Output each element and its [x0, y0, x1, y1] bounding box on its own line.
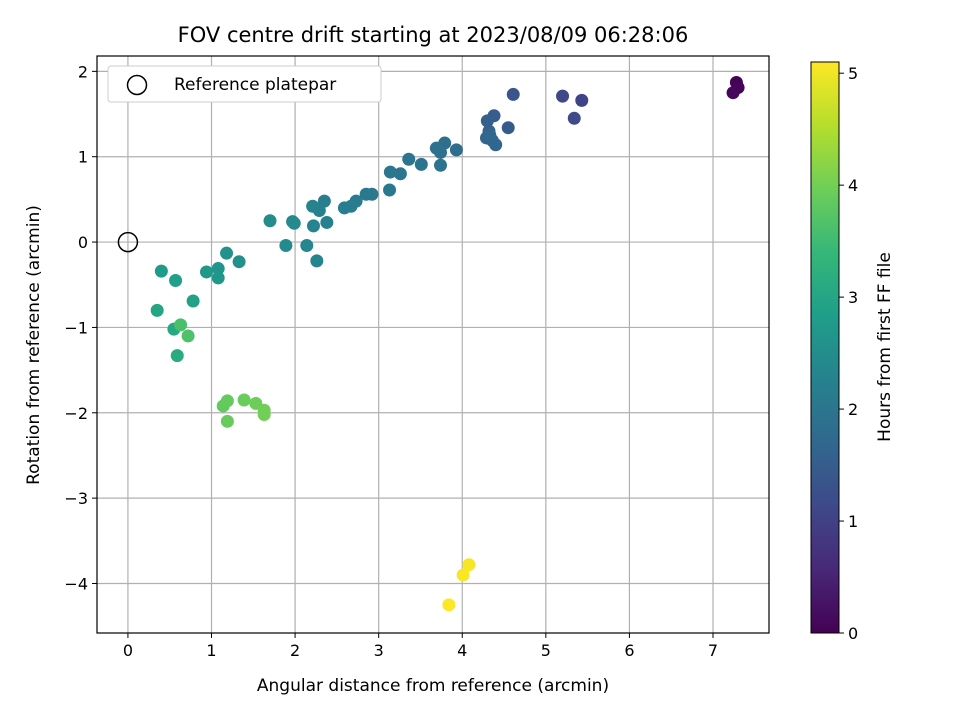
data-point	[726, 86, 740, 100]
data-point	[263, 214, 277, 228]
data-point	[383, 183, 397, 197]
data-point	[320, 215, 334, 229]
colorbar-tick-label: 3	[848, 288, 858, 307]
data-point	[220, 394, 234, 408]
data-point	[449, 143, 463, 157]
data-point	[237, 393, 251, 407]
data-point	[154, 264, 168, 278]
data-point	[556, 89, 570, 103]
data-point	[483, 128, 497, 142]
chart-title: FOV centre drift starting at 2023/08/09 …	[178, 23, 689, 47]
data-point	[211, 271, 225, 285]
data-point	[220, 246, 234, 260]
data-point	[306, 219, 320, 233]
grid	[97, 56, 769, 633]
data-point	[456, 568, 470, 582]
data-points	[150, 75, 745, 612]
legend-label: Reference platepar	[174, 75, 336, 95]
data-point	[170, 349, 184, 363]
data-point	[174, 318, 188, 332]
data-point	[414, 157, 428, 171]
legend-marker-open-circle	[126, 74, 148, 96]
x-tick-label: 5	[541, 641, 551, 660]
colorbar-tick-label: 1	[848, 512, 858, 531]
data-point	[434, 145, 448, 159]
x-tick-label: 2	[290, 641, 300, 660]
reference-platepar-marker	[117, 231, 139, 253]
x-tick-label: 1	[206, 641, 216, 660]
data-point	[359, 187, 373, 201]
data-point	[442, 598, 456, 612]
y-tick-label: −3	[64, 489, 88, 508]
legend: Reference platepar	[107, 65, 382, 103]
colorbar-tick-label: 4	[848, 176, 858, 195]
y-tick-label: −1	[64, 318, 88, 337]
colorbar	[811, 62, 839, 633]
data-point	[480, 114, 494, 128]
colorbar-tick-label: 2	[848, 400, 858, 419]
x-tick-label: 4	[457, 641, 467, 660]
colorbar-tick-label: 5	[848, 64, 858, 83]
colorbar-frame	[810, 61, 840, 634]
data-point	[306, 199, 320, 213]
y-tick-label: 1	[78, 148, 88, 167]
x-tick-label: 6	[624, 641, 634, 660]
data-point	[501, 121, 515, 135]
data-point	[567, 111, 581, 125]
colorbar-label: Hours from first FF file	[875, 252, 895, 442]
colorbar-tick-label: 0	[848, 624, 858, 643]
y-tick-label: 0	[78, 233, 88, 252]
legend-box	[107, 65, 382, 103]
y-tick-label: 2	[78, 62, 88, 81]
x-tick-label: 3	[374, 641, 384, 660]
x-axis-ticks: 0 1 2 3 4 5 6 7	[123, 633, 718, 660]
x-tick-label: 0	[123, 641, 133, 660]
x-axis-label: Angular distance from reference (arcmin)	[257, 676, 609, 696]
data-point	[383, 165, 397, 179]
data-point	[211, 262, 225, 276]
data-point	[506, 87, 520, 101]
plot-frame	[96, 55, 770, 634]
y-axis-label: Rotation from reference (arcmin)	[24, 205, 44, 485]
y-tick-label: −4	[64, 574, 88, 593]
data-point	[462, 558, 476, 572]
data-point	[337, 201, 351, 215]
x-tick-label: 7	[708, 641, 718, 660]
data-point	[287, 216, 301, 230]
data-point	[186, 294, 200, 308]
data-point	[150, 303, 164, 317]
data-point	[169, 273, 183, 287]
data-point	[300, 238, 314, 252]
y-axis-ticks: −4 −3 −2 −1 0 1 2	[64, 62, 97, 593]
data-point	[199, 265, 213, 279]
data-point	[489, 138, 503, 152]
data-point	[181, 329, 195, 343]
data-point	[575, 93, 589, 107]
data-point	[257, 407, 271, 421]
data-point	[310, 254, 324, 268]
data-point	[393, 167, 407, 181]
data-point	[434, 158, 448, 172]
colorbar-ticks: 0 1 2 3 4 5	[839, 64, 858, 643]
data-point	[279, 238, 293, 252]
y-tick-label: −2	[64, 404, 88, 423]
data-point	[232, 255, 246, 269]
data-point	[402, 152, 416, 166]
data-point	[220, 414, 234, 428]
reference-marker-group	[117, 231, 139, 253]
